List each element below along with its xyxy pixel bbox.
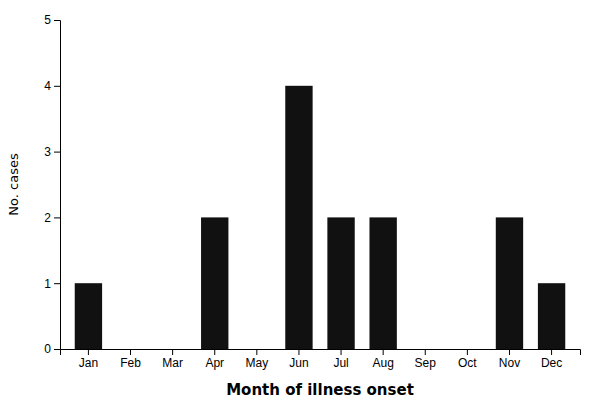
- bar: [117, 349, 144, 350]
- y-tick: 2: [44, 211, 60, 225]
- tick-label: 5: [44, 13, 51, 27]
- bar: [159, 349, 186, 350]
- x-tick: Jul: [333, 349, 348, 370]
- tick-label: 2: [44, 211, 51, 225]
- x-tick: Jun: [289, 349, 308, 370]
- bar: [75, 283, 102, 349]
- y-tick: 0: [44, 342, 60, 356]
- x-tick: Apr: [205, 349, 224, 370]
- bar: [412, 349, 439, 350]
- tick-mark: [214, 349, 215, 355]
- tick-label: Oct: [458, 356, 477, 370]
- chart: Jan Feb Mar Apr May Jun Jul Aug Sep Oct Nov Dec 0 1 2 3…: [0, 0, 600, 409]
- x-tick: Feb: [120, 349, 141, 370]
- x-axis: Jan Feb Mar Apr May Jun Jul Aug Sep Oct Nov Dec: [61, 349, 581, 370]
- tick-label: 4: [44, 79, 51, 93]
- tick-label: Sep: [415, 356, 437, 370]
- y-axis-title: No. cases: [6, 153, 21, 216]
- tick-label: May: [246, 356, 269, 370]
- tick-mark: [54, 20, 60, 21]
- tick-mark: [172, 349, 173, 355]
- plot-area: Jan Feb Mar Apr May Jun Jul Aug Sep Oct Nov Dec 0 1 2 3…: [44, 13, 580, 369]
- bar: [538, 283, 565, 349]
- tick-mark: [467, 349, 468, 355]
- bar: [243, 349, 270, 350]
- bar: [496, 217, 523, 349]
- tick-mark: [509, 349, 510, 355]
- axis-line: [54, 21, 61, 350]
- tick-mark: [256, 349, 257, 355]
- x-tick: Sep: [415, 349, 437, 370]
- tick-label: Mar: [162, 356, 183, 370]
- tick-label: 0: [44, 342, 51, 356]
- axis-line: [61, 350, 581, 356]
- bar: [454, 349, 481, 350]
- x-axis-title: Month of illness onset: [226, 381, 414, 399]
- tick-label: Dec: [541, 356, 562, 370]
- y-tick: 1: [44, 277, 60, 291]
- tick-label: Aug: [372, 356, 393, 370]
- tick-mark: [298, 349, 299, 355]
- tick-mark: [54, 152, 60, 153]
- bars: [75, 86, 566, 349]
- tick-label: Nov: [499, 356, 520, 370]
- tick-label: Jul: [333, 356, 348, 370]
- tick-label: Feb: [120, 356, 141, 370]
- x-tick: Jan: [79, 349, 98, 370]
- x-tick: Nov: [499, 349, 520, 370]
- tick-label: 3: [44, 145, 51, 159]
- tick-mark: [54, 86, 60, 87]
- tick-mark: [551, 349, 552, 355]
- tick-mark: [88, 349, 89, 355]
- bar: [327, 217, 354, 349]
- x-tick: Mar: [162, 349, 183, 370]
- y-tick: 4: [44, 79, 60, 93]
- tick-mark: [54, 283, 60, 284]
- tick-mark: [341, 349, 342, 355]
- tick-label: Apr: [205, 356, 224, 370]
- bar: [369, 217, 396, 349]
- x-tick: Dec: [541, 349, 562, 370]
- y-tick: 5: [44, 13, 60, 27]
- y-axis: 0 1 2 3 4 5: [44, 13, 60, 356]
- x-tick: Oct: [458, 349, 477, 370]
- tick-label: Jan: [79, 356, 98, 370]
- x-tick: Aug: [372, 349, 393, 370]
- tick-mark: [130, 349, 131, 355]
- tick-mark: [54, 217, 60, 218]
- y-tick: 3: [44, 145, 60, 159]
- tick-label: 1: [44, 277, 51, 291]
- tick-mark: [383, 349, 384, 355]
- tick-mark: [54, 349, 60, 350]
- bar: [201, 217, 228, 349]
- tick-label: Jun: [289, 356, 308, 370]
- tick-mark: [425, 349, 426, 355]
- bar: [285, 86, 312, 349]
- x-tick: May: [246, 349, 269, 370]
